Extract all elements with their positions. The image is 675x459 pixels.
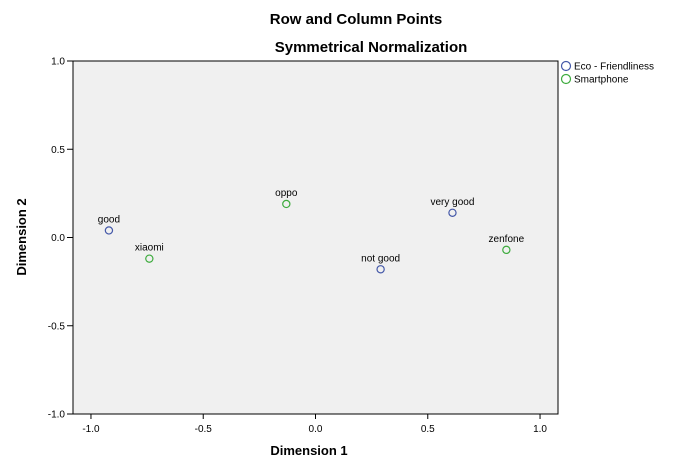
point-zenfone xyxy=(502,245,511,255)
x-axis-title: Dimension 1 xyxy=(270,443,347,458)
y-axis: 1.0 0.5 0.0 -0.5 -1.0 xyxy=(48,57,73,421)
point-label: not good xyxy=(361,253,400,264)
legend-label: Smartphone xyxy=(574,75,629,86)
chart-subtitle: Symmetrical Normalization xyxy=(275,39,468,56)
plot-area xyxy=(72,60,559,415)
x-axis: -1.0 -0.5 0.0 0.5 1.0 xyxy=(82,414,547,435)
legend-marker xyxy=(560,73,572,85)
point-label: zenfone xyxy=(489,234,525,245)
y-tick-label: 0.0 xyxy=(51,233,65,244)
x-tick-label: -1.0 xyxy=(82,424,100,435)
legend-label: Eco - Friendliness xyxy=(574,62,654,73)
point-not-good xyxy=(376,265,385,274)
point-oppo xyxy=(282,199,291,209)
legend: Eco - Friendliness Smartphone xyxy=(560,60,654,86)
y-axis-title: Dimension 2 xyxy=(14,198,29,275)
legend-marker xyxy=(560,60,572,72)
x-tick-label: 0.5 xyxy=(421,424,435,435)
point-very-good xyxy=(448,208,457,217)
point-label: oppo xyxy=(275,188,298,199)
chart-title: Row and Column Points xyxy=(270,11,443,28)
y-tick-label: -0.5 xyxy=(48,321,66,332)
y-tick-label: -1.0 xyxy=(48,410,66,421)
point-xiaomi xyxy=(145,254,154,263)
point-label: very good xyxy=(431,197,475,208)
data-points: good not good very good xiaomi oppo zenfone xyxy=(98,188,525,274)
x-tick-label: 0.0 xyxy=(309,424,323,435)
point-good xyxy=(104,226,114,235)
point-label: xiaomi xyxy=(135,243,164,254)
x-tick-label: 1.0 xyxy=(533,424,547,435)
y-tick-label: 0.5 xyxy=(51,145,65,156)
x-tick-label: -0.5 xyxy=(195,424,213,435)
point-label: good xyxy=(98,214,120,225)
y-tick-label: 1.0 xyxy=(51,57,65,68)
